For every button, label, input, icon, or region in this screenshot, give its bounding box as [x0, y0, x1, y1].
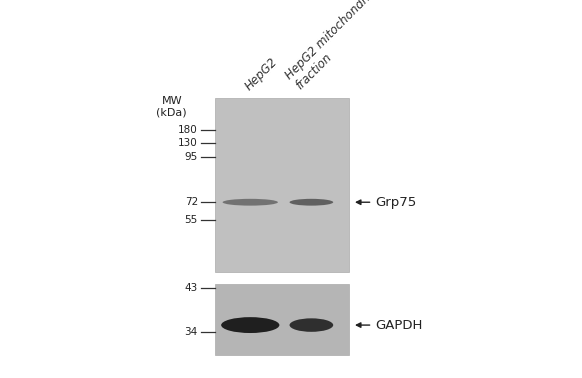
Text: GAPDH: GAPDH: [375, 319, 423, 332]
Ellipse shape: [222, 199, 278, 206]
Ellipse shape: [290, 318, 333, 332]
Ellipse shape: [221, 317, 279, 333]
Text: 180: 180: [178, 125, 198, 135]
Text: 43: 43: [184, 283, 198, 293]
Text: HepG2: HepG2: [242, 55, 280, 93]
Ellipse shape: [290, 199, 333, 206]
Text: 95: 95: [184, 152, 198, 162]
Text: MW: MW: [161, 96, 182, 106]
Text: 55: 55: [184, 215, 198, 225]
Bar: [215, 98, 349, 272]
Text: HepG2 mitochondria
fraction: HepG2 mitochondria fraction: [283, 0, 389, 93]
Text: (kDa): (kDa): [157, 108, 187, 118]
Text: Grp75: Grp75: [375, 196, 417, 209]
Bar: [215, 284, 349, 355]
Text: 72: 72: [184, 197, 198, 207]
Text: 34: 34: [184, 327, 198, 337]
Text: 130: 130: [178, 138, 198, 148]
